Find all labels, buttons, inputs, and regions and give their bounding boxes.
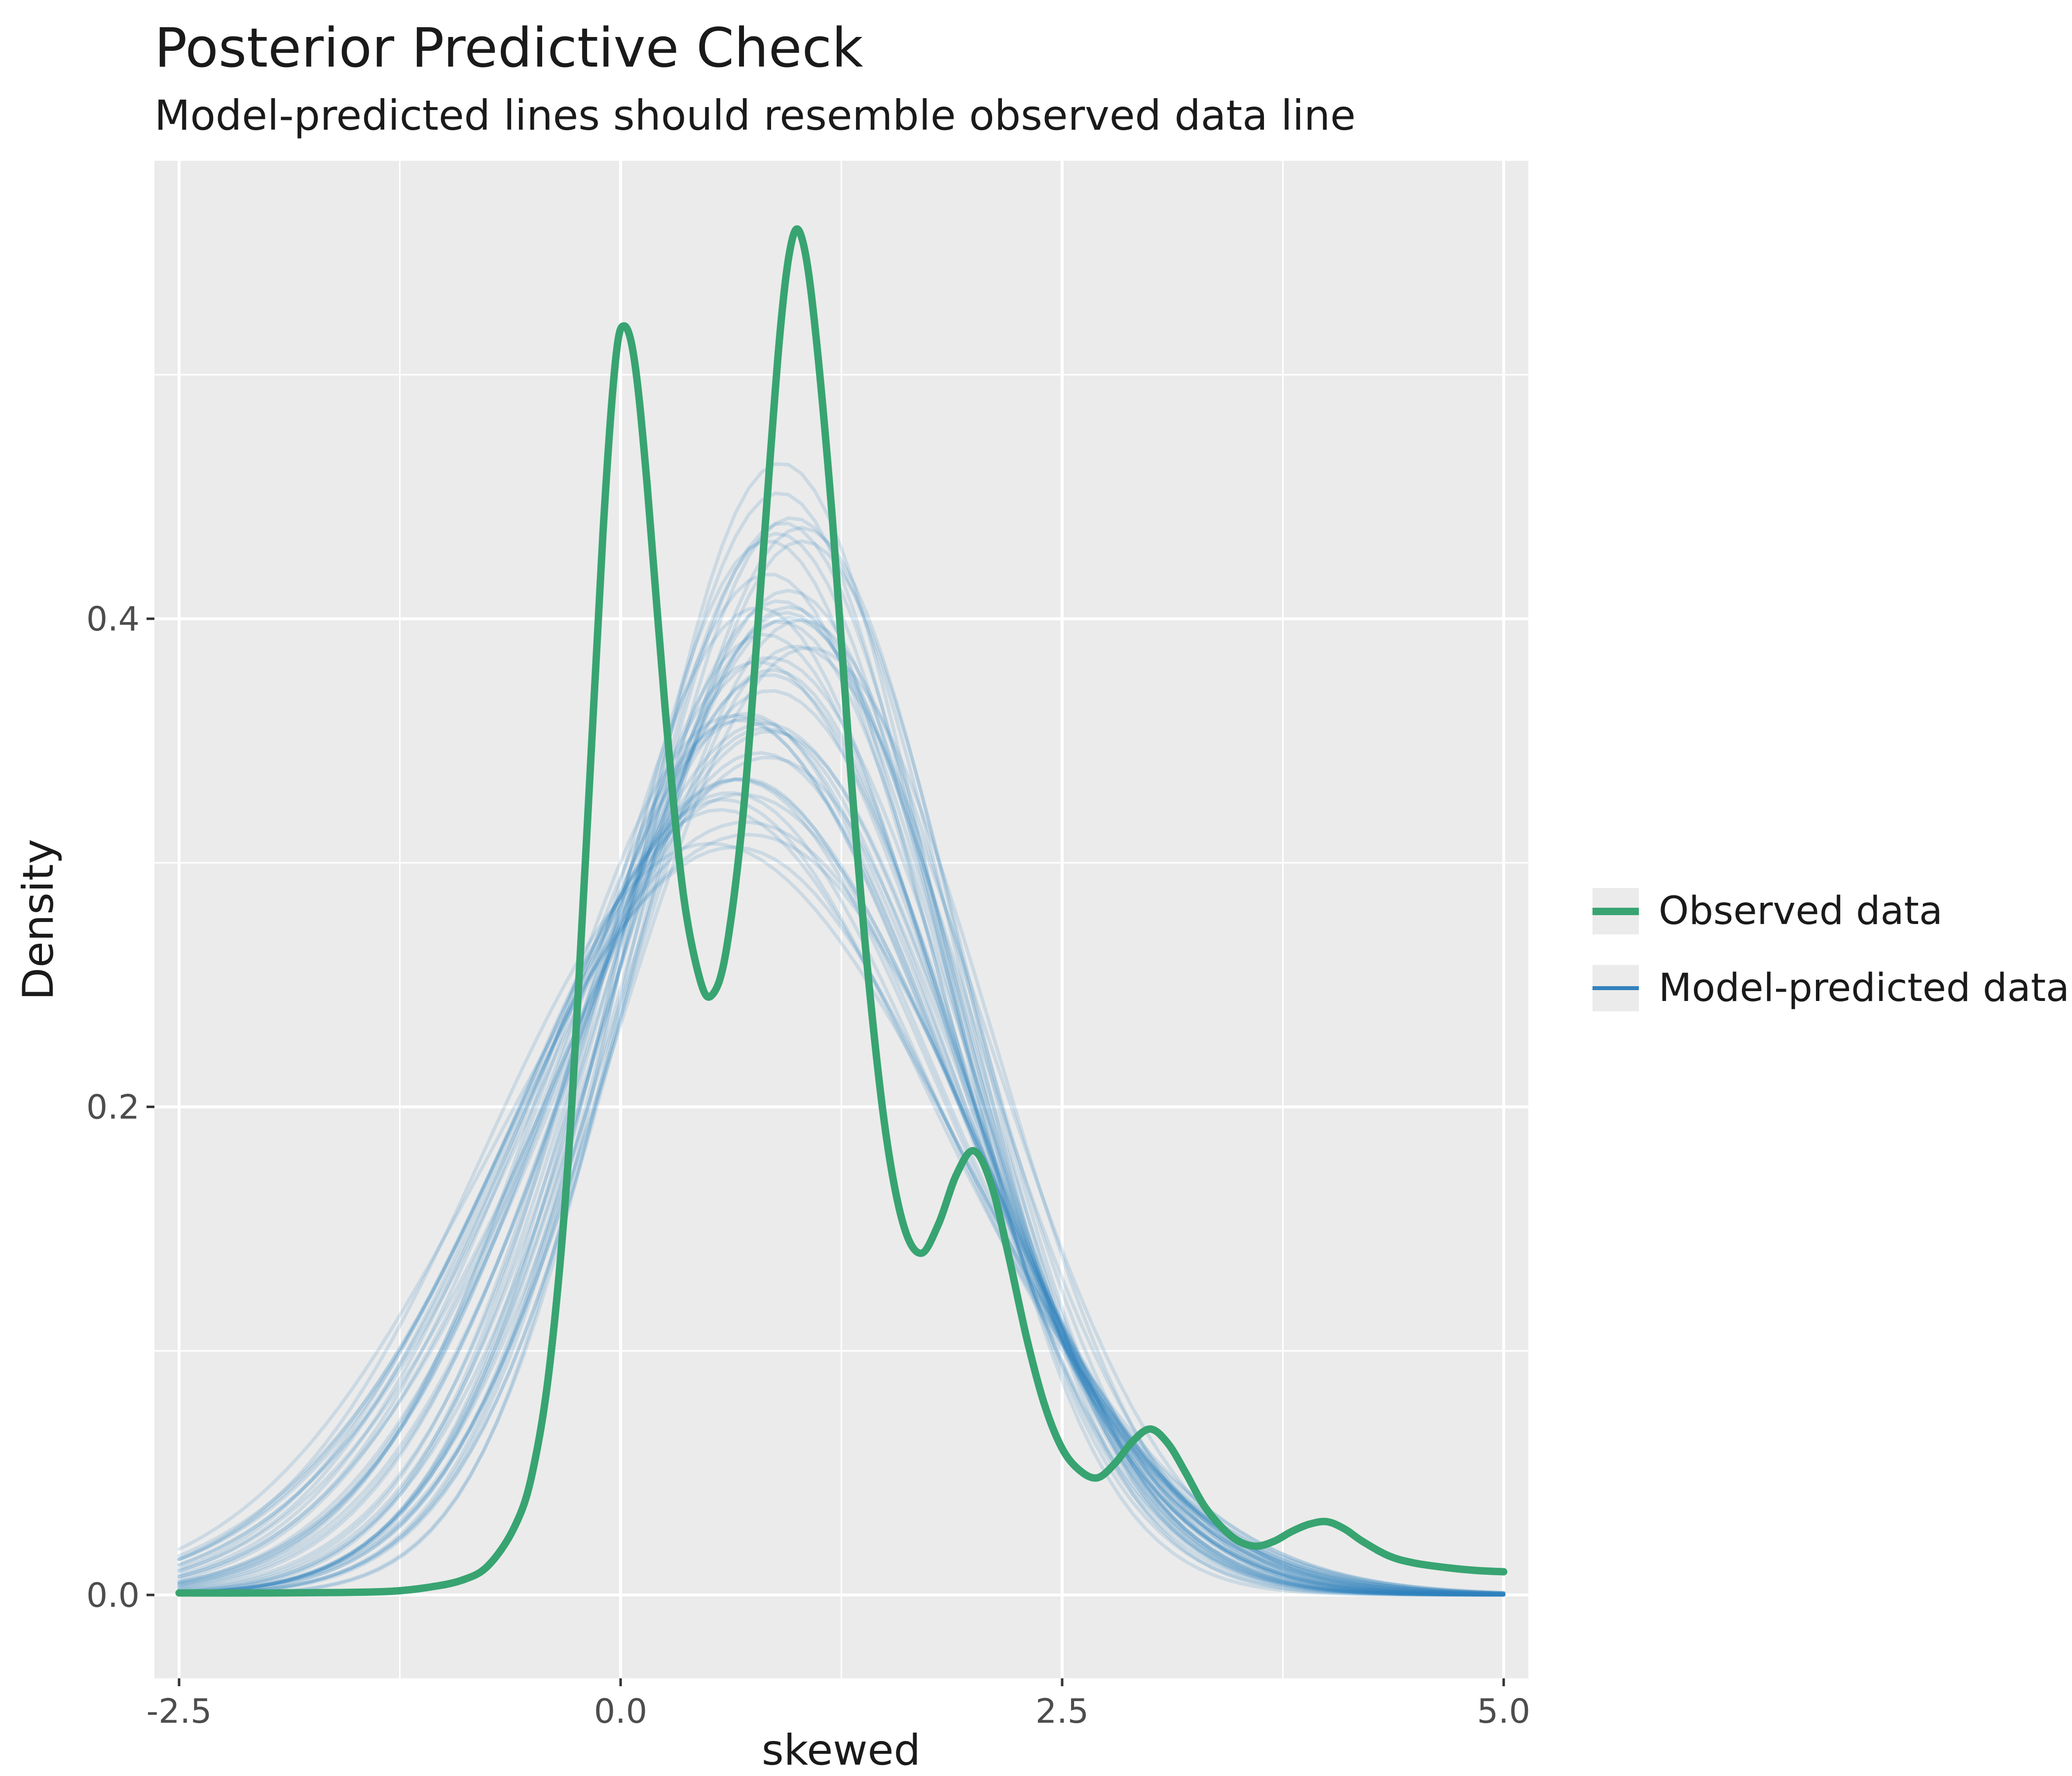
x-tick-label: -2.5 [147,1692,212,1731]
predicted-density-line [177,777,1506,1595]
predicted-density-line [177,716,1506,1596]
predicted-density-line [177,656,1506,1597]
predicted-density-line [177,751,1506,1595]
predicted-density-line [177,525,1506,1597]
legend-label-observed: Observed data [1659,889,1943,933]
observed-line-icon [1592,907,1639,915]
predicted-density-line [177,726,1506,1596]
predicted-density-line [177,660,1506,1596]
legend: Observed data Model-predicted data [1592,888,2070,1011]
predicted-density-line [177,845,1506,1594]
legend-key-observed [1592,888,1639,934]
x-tick-label: 2.5 [1036,1692,1089,1731]
predicted-density-line [177,718,1506,1596]
predicted-density-line [177,632,1506,1596]
legend-item-observed: Observed data [1592,888,2070,934]
predicted-density-line [177,712,1506,1596]
predicted-density-line [177,777,1506,1596]
plot-subtitle: Model-predicted lines should resemble ob… [154,91,1356,140]
predicted-density-line [177,673,1506,1596]
legend-item-predicted: Model-predicted data [1592,965,2070,1011]
predicted-density-line [177,606,1506,1597]
predicted-line-icon [1592,986,1639,990]
predicted-density-line [177,842,1506,1595]
x-axis-title: skewed [761,1726,921,1775]
x-tick-label: 5.0 [1477,1692,1530,1731]
predicted-density-line [177,539,1506,1597]
predicted-density-line [177,721,1506,1596]
x-tick-label: 0.0 [594,1692,647,1731]
curves-layer [175,225,1508,1597]
predicted-density-line [177,798,1506,1595]
predicted-density-line [177,516,1506,1597]
predicted-density-line [177,777,1506,1595]
predicted-density-line [177,756,1506,1596]
legend-label-predicted: Model-predicted data [1659,966,2070,1010]
predicted-density-line [177,791,1506,1595]
y-tick-label: 0.2 [86,1088,140,1127]
predicted-density-line [177,491,1506,1597]
y-tick-label: 0.4 [86,600,140,639]
y-axis-title: Density [14,839,63,1000]
predicted-density-line [177,820,1506,1595]
legend-key-predicted [1592,965,1639,1011]
predicted-density-line [177,668,1506,1596]
y-tick-label: 0.0 [86,1576,140,1615]
observed-density-line [175,225,1508,1597]
predicted-density-line [177,808,1506,1595]
predicted-density-line [177,462,1506,1597]
plot-title: Posterior Predictive Check [154,16,863,79]
predicted-density-line [177,833,1506,1595]
predicted-density-line [177,730,1506,1596]
predicted-density-line [177,713,1506,1596]
predicted-density-line [177,793,1506,1596]
predicted-density-line [177,689,1506,1596]
predicted-density-line [177,521,1506,1597]
